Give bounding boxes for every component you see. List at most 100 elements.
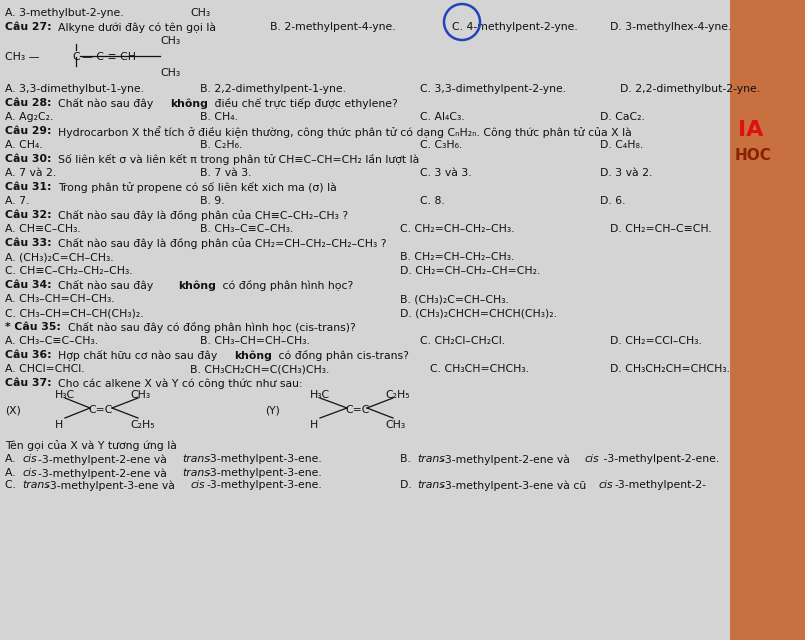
Text: A. 3-methylbut-2-yne.: A. 3-methylbut-2-yne. bbox=[5, 8, 124, 18]
Text: D. CH₃CH₂CH=CHCH₃.: D. CH₃CH₂CH=CHCH₃. bbox=[610, 364, 730, 374]
Text: A. 3,3-dimethylbut-1-yne.: A. 3,3-dimethylbut-1-yne. bbox=[5, 84, 144, 94]
Text: -3-methylpent-2-ene và: -3-methylpent-2-ene và bbox=[441, 454, 573, 465]
Text: C. 8.: C. 8. bbox=[420, 196, 444, 206]
Text: cis: cis bbox=[598, 480, 613, 490]
Text: C. CH₃–CH=CH–CH(CH₃)₂.: C. CH₃–CH=CH–CH(CH₃)₂. bbox=[5, 308, 143, 318]
Text: -3-methylpent-3-ene.: -3-methylpent-3-ene. bbox=[206, 454, 322, 464]
Text: không: không bbox=[178, 280, 216, 291]
Text: C. CH≡C–CH₂–CH₂–CH₃.: C. CH≡C–CH₂–CH₂–CH₃. bbox=[5, 266, 133, 276]
Text: Câu 31:: Câu 31: bbox=[5, 182, 52, 192]
Text: Câu 34:: Câu 34: bbox=[5, 280, 52, 290]
Text: CH₃: CH₃ bbox=[385, 420, 405, 430]
Text: trans: trans bbox=[182, 454, 210, 464]
Text: Số liên kết σ và liên kết π trong phân tử CH≡C–CH=CH₂ lần lượt là: Số liên kết σ và liên kết π trong phân t… bbox=[58, 154, 419, 165]
Text: D. C₄H₈.: D. C₄H₈. bbox=[600, 140, 643, 150]
Text: điều chế trực tiếp được ethylene?: điều chế trực tiếp được ethylene? bbox=[211, 98, 398, 109]
Text: D. CH₂=CH–C≡CH.: D. CH₂=CH–C≡CH. bbox=[610, 224, 712, 234]
Text: CH₃: CH₃ bbox=[160, 36, 180, 46]
Text: -3-methylpent-3-ene và: -3-methylpent-3-ene và bbox=[46, 480, 179, 490]
Text: D. (CH₃)₂CHCH=CHCH(CH₃)₂.: D. (CH₃)₂CHCH=CHCH(CH₃)₂. bbox=[400, 308, 557, 318]
Text: B. CH₃CH₂CH=C(CH₃)CH₃.: B. CH₃CH₂CH=C(CH₃)CH₃. bbox=[190, 364, 329, 374]
Text: -3-methylpent-2-ene và: -3-methylpent-2-ene và bbox=[38, 454, 171, 465]
Text: — C ≡ CH: — C ≡ CH bbox=[82, 52, 136, 62]
Text: C. 3,3-dimethylpent-2-yne.: C. 3,3-dimethylpent-2-yne. bbox=[420, 84, 566, 94]
Text: C₂H₅: C₂H₅ bbox=[385, 390, 410, 400]
Text: Chất nào sau đây là đồng phân của CH≡C–CH₂–CH₃ ?: Chất nào sau đây là đồng phân của CH≡C–C… bbox=[58, 210, 348, 221]
Bar bbox=[730, 0, 805, 640]
Text: không: không bbox=[170, 98, 208, 109]
Text: HOC: HOC bbox=[735, 148, 772, 163]
Text: Hydrocarbon X thể tích ở điều kiện thường, công thức phân tử có dạng CₙH₂ₙ. Công: Hydrocarbon X thể tích ở điều kiện thườn… bbox=[58, 126, 632, 138]
Text: C. C₃H₆.: C. C₃H₆. bbox=[420, 140, 462, 150]
Text: C=C: C=C bbox=[345, 405, 369, 415]
Text: A. CHCl=CHCl.: A. CHCl=CHCl. bbox=[5, 364, 85, 374]
Text: C. Al₄C₃.: C. Al₄C₃. bbox=[420, 112, 464, 122]
Text: B.: B. bbox=[400, 454, 415, 464]
Text: Câu 27:: Câu 27: bbox=[5, 22, 52, 32]
Text: D. CaC₂.: D. CaC₂. bbox=[600, 112, 645, 122]
Text: D. 2,2-dimethylbut-2-yne.: D. 2,2-dimethylbut-2-yne. bbox=[620, 84, 760, 94]
Text: trans: trans bbox=[417, 454, 445, 464]
Text: Chất nào sau đây có đồng phân hình học (cis-trans)?: Chất nào sau đây có đồng phân hình học (… bbox=[68, 322, 356, 333]
Text: Câu 32:: Câu 32: bbox=[5, 210, 52, 220]
Text: D. 6.: D. 6. bbox=[600, 196, 625, 206]
Text: A. CH₃–CH=CH–CH₃.: A. CH₃–CH=CH–CH₃. bbox=[5, 294, 114, 304]
Text: CH₃: CH₃ bbox=[130, 390, 150, 400]
Text: cis: cis bbox=[22, 454, 36, 464]
Text: B. 9.: B. 9. bbox=[200, 196, 225, 206]
Text: D. CH₂=CH–CH₂–CH=CH₂.: D. CH₂=CH–CH₂–CH=CH₂. bbox=[400, 266, 540, 276]
Text: A. CH₄.: A. CH₄. bbox=[5, 140, 43, 150]
Text: không: không bbox=[234, 350, 272, 360]
Text: A.: A. bbox=[5, 454, 19, 464]
Text: A. Ag₂C₂.: A. Ag₂C₂. bbox=[5, 112, 53, 122]
Text: -3-methylpent-2-ene và: -3-methylpent-2-ene và bbox=[38, 468, 171, 479]
Text: cis: cis bbox=[22, 468, 36, 478]
Text: A. 7 và 2.: A. 7 và 2. bbox=[5, 168, 56, 178]
Text: Cho các alkene X và Y có công thức như sau:: Cho các alkene X và Y có công thức như s… bbox=[58, 378, 303, 388]
Text: D. 3 và 2.: D. 3 và 2. bbox=[600, 168, 652, 178]
Text: A. 7.: A. 7. bbox=[5, 196, 29, 206]
Text: H: H bbox=[310, 420, 318, 430]
Text: Câu 30:: Câu 30: bbox=[5, 154, 52, 164]
Text: D. CH₂=CCl–CH₃.: D. CH₂=CCl–CH₃. bbox=[610, 336, 702, 346]
Text: cis: cis bbox=[584, 454, 599, 464]
Text: cis: cis bbox=[190, 480, 204, 490]
Text: CH₃: CH₃ bbox=[160, 68, 180, 78]
Text: B. CH₄.: B. CH₄. bbox=[200, 112, 238, 122]
Text: -3-methylpent-3-ene và cũ: -3-methylpent-3-ene và cũ bbox=[441, 480, 590, 490]
Text: C. CH₂Cl–CH₂Cl.: C. CH₂Cl–CH₂Cl. bbox=[420, 336, 505, 346]
Text: B. CH₂=CH–CH₂–CH₃.: B. CH₂=CH–CH₂–CH₃. bbox=[400, 252, 514, 262]
Text: A. CH≡C–CH₃.: A. CH≡C–CH₃. bbox=[5, 224, 80, 234]
Text: (X): (X) bbox=[5, 405, 21, 415]
Text: * Câu 35:: * Câu 35: bbox=[5, 322, 61, 332]
Text: -3-methylpent-3-ene.: -3-methylpent-3-ene. bbox=[206, 468, 322, 478]
Text: -3-methylpent-2-: -3-methylpent-2- bbox=[614, 480, 706, 490]
Text: Câu 28:: Câu 28: bbox=[5, 98, 52, 108]
Text: Alkyne dưới đây có tên gọi là: Alkyne dưới đây có tên gọi là bbox=[58, 22, 216, 33]
Text: B. (CH₃)₂C=CH–CH₃.: B. (CH₃)₂C=CH–CH₃. bbox=[400, 294, 509, 304]
Text: -3-methylpent-3-ene.: -3-methylpent-3-ene. bbox=[206, 480, 322, 490]
Text: H₃C: H₃C bbox=[310, 390, 330, 400]
Text: C=C: C=C bbox=[88, 405, 113, 415]
Text: B. CH₃–CH=CH–CH₃.: B. CH₃–CH=CH–CH₃. bbox=[200, 336, 310, 346]
Text: A. (CH₃)₂C=CH–CH₃.: A. (CH₃)₂C=CH–CH₃. bbox=[5, 252, 114, 262]
Text: Chất nào sau đây: Chất nào sau đây bbox=[58, 280, 157, 291]
Text: C. 3 và 3.: C. 3 và 3. bbox=[420, 168, 472, 178]
Text: Chất nào sau đây là đồng phân của CH₂=CH–CH₂–CH₂–CH₃ ?: Chất nào sau đây là đồng phân của CH₂=CH… bbox=[58, 238, 386, 249]
Text: Câu 37:: Câu 37: bbox=[5, 378, 52, 388]
Text: trans: trans bbox=[182, 468, 210, 478]
Text: Chất nào sau đây: Chất nào sau đây bbox=[58, 98, 157, 109]
Text: C. 4-methylpent-2-yne.: C. 4-methylpent-2-yne. bbox=[452, 22, 578, 32]
Text: A.: A. bbox=[5, 468, 19, 478]
Text: C: C bbox=[72, 52, 80, 62]
Text: H₃C: H₃C bbox=[55, 390, 75, 400]
Text: trans: trans bbox=[417, 480, 445, 490]
Text: CH₃: CH₃ bbox=[190, 8, 210, 18]
Text: D. 3-methylhex-4-yne.: D. 3-methylhex-4-yne. bbox=[610, 22, 732, 32]
Text: Tên gọi của X và Y tương ứng là: Tên gọi của X và Y tương ứng là bbox=[5, 440, 177, 451]
Text: trans: trans bbox=[22, 480, 50, 490]
Text: C. CH₂=CH–CH₂–CH₃.: C. CH₂=CH–CH₂–CH₃. bbox=[400, 224, 514, 234]
Text: CH₃ —: CH₃ — bbox=[5, 52, 39, 62]
Text: -3-methylpent-2-ene.: -3-methylpent-2-ene. bbox=[600, 454, 719, 464]
Text: B. CH₃–C≡C–CH₃.: B. CH₃–C≡C–CH₃. bbox=[200, 224, 293, 234]
